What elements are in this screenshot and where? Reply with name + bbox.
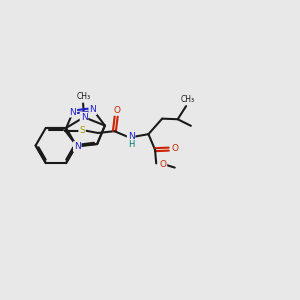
Text: S: S xyxy=(79,126,85,135)
Text: N: N xyxy=(70,108,76,117)
Text: CH₃: CH₃ xyxy=(76,92,91,101)
Text: O: O xyxy=(113,106,120,115)
Text: H: H xyxy=(128,140,134,149)
Text: N: N xyxy=(89,105,96,114)
Text: O: O xyxy=(159,160,166,169)
Text: O: O xyxy=(171,144,178,153)
Text: N: N xyxy=(74,142,81,151)
Text: N: N xyxy=(81,113,87,122)
Text: N: N xyxy=(128,132,134,141)
Text: CH₃: CH₃ xyxy=(181,95,195,104)
